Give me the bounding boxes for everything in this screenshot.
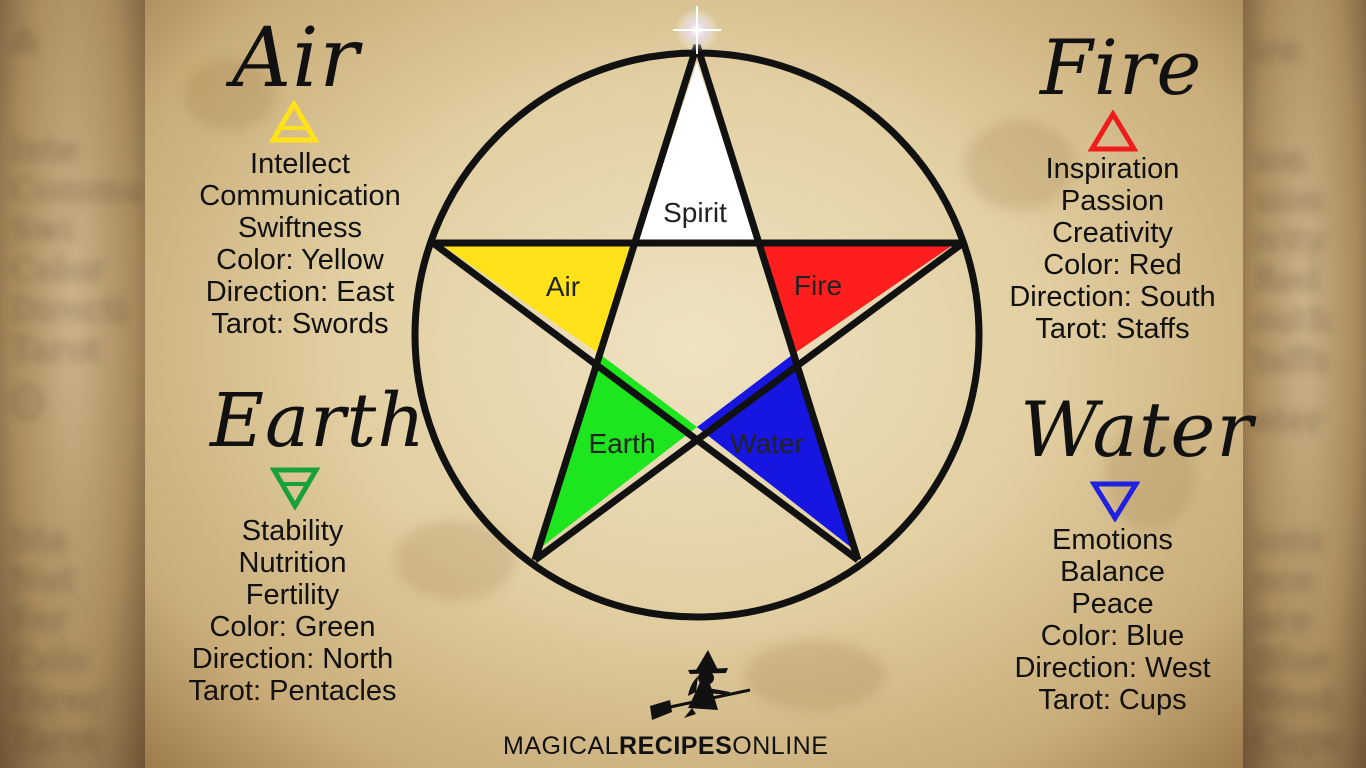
air-attribute: Intellect bbox=[250, 148, 350, 180]
earth-segment bbox=[535, 355, 697, 552]
blurred-side-panel-left: 🜁 Inte Commu Swi Color Directi Tarot ⨀ Sta Nut… bbox=[0, 0, 145, 768]
fire-attributes: Inspiration Passion Creativity Color: Re… bbox=[990, 153, 1235, 345]
earth-label: Earth bbox=[589, 428, 656, 459]
fire-attribute: Inspiration bbox=[1045, 153, 1180, 185]
blurred-side-panel-right: ire ion sion ivity Red outh taffs ater ions nc… bbox=[1243, 0, 1366, 768]
pentagram-star bbox=[430, 43, 966, 563]
air-attribute: Communication bbox=[199, 180, 401, 212]
air-attribute: Tarot: Swords bbox=[211, 308, 389, 340]
water-segment bbox=[697, 355, 857, 552]
water-label: Water bbox=[730, 428, 804, 459]
water-attribute: Direction: West bbox=[1014, 652, 1211, 684]
earth-symbol-icon bbox=[270, 467, 320, 510]
earth-attribute: Nutrition bbox=[238, 547, 347, 579]
earth-attribute: Stability bbox=[241, 515, 344, 547]
fire-segment bbox=[756, 240, 956, 355]
earth-attribute: Fertility bbox=[245, 579, 340, 611]
air-attribute: Swiftness bbox=[237, 212, 363, 244]
fire-attribute: Passion bbox=[1060, 185, 1165, 217]
water-symbol-icon bbox=[1090, 481, 1140, 522]
air-attribute: Color: Yellow bbox=[216, 244, 384, 276]
water-attribute: Color: Blue bbox=[1040, 620, 1185, 652]
air-label: Air bbox=[546, 271, 580, 302]
water-attribute: Peace bbox=[1071, 588, 1154, 620]
air-attribute: Direction: East bbox=[205, 276, 395, 308]
brand-part-2: RECIPES bbox=[619, 732, 733, 760]
air-attributes: Intellect Communication Swiftness Color:… bbox=[180, 148, 420, 340]
brand-part-3: ONLINE bbox=[732, 732, 829, 760]
water-attributes: Emotions Balance Peace Color: Blue Direc… bbox=[995, 524, 1230, 716]
earth-attribute: Direction: North bbox=[191, 643, 394, 675]
sparkle-icon bbox=[673, 6, 721, 54]
air-symbol-icon bbox=[269, 100, 319, 143]
spirit-label: Spirit bbox=[663, 197, 727, 228]
earth-attributes: Stability Nutrition Fertility Color: Gre… bbox=[170, 515, 415, 707]
water-attribute: Emotions bbox=[1052, 524, 1173, 556]
water-attribute: Balance bbox=[1060, 556, 1165, 588]
fire-title: Fire bbox=[1040, 23, 1203, 112]
air-segment bbox=[439, 240, 638, 355]
earth-attribute: Color: Green bbox=[209, 611, 376, 643]
fire-attribute: Tarot: Staffs bbox=[1035, 313, 1190, 345]
water-attribute: Tarot: Cups bbox=[1038, 684, 1187, 716]
fire-attribute: Creativity bbox=[1052, 217, 1173, 249]
fire-attribute: Direction: South bbox=[1009, 281, 1216, 313]
air-title: Air bbox=[232, 11, 360, 106]
earth-title: Earth bbox=[210, 378, 426, 464]
brand-part-1: MAGICAL bbox=[503, 732, 620, 760]
water-title: Water bbox=[1020, 385, 1254, 474]
spirit-segment bbox=[638, 62, 756, 240]
fire-attribute: Color: Red bbox=[1043, 249, 1182, 281]
witch-logo-icon bbox=[650, 650, 751, 720]
fire-symbol-icon bbox=[1088, 110, 1138, 152]
brand-wordmark: MAGICALRECIPESONLINE bbox=[503, 732, 828, 761]
earth-attribute: Tarot: Pentacles bbox=[188, 675, 397, 707]
fire-label: Fire bbox=[794, 270, 842, 301]
